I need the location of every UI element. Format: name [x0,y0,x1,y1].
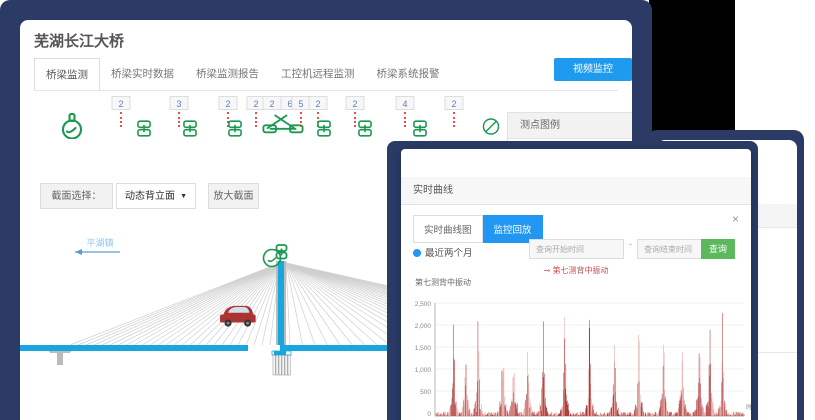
svg-text:2,000: 2,000 [415,323,432,330]
svg-text:500: 500 [420,389,431,396]
svg-text:时间: 时间 [746,403,751,411]
svg-text:1,500: 1,500 [415,345,432,352]
svg-text:2,500: 2,500 [415,301,432,308]
svg-text:1,000: 1,000 [415,367,432,374]
svg-text:0: 0 [427,411,431,418]
